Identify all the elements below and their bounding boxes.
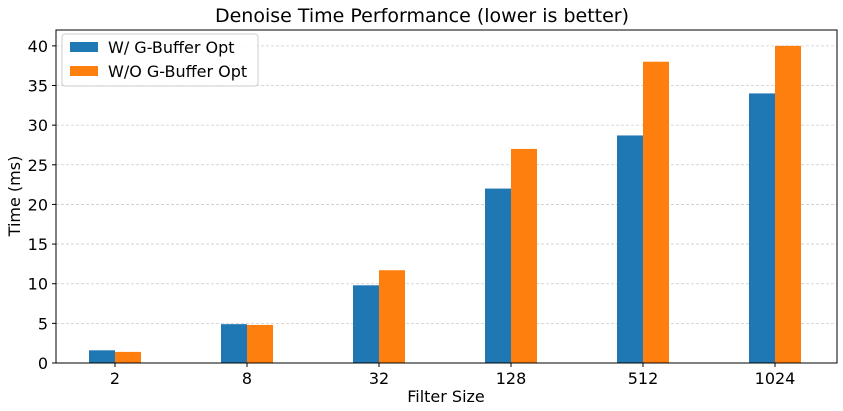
bar-wo-gbuffer-128 [511,148,537,363]
x-tick-label-8: 8 [242,369,252,388]
legend-box [61,33,259,87]
legend-label-w-gbuffer: W/ G-Buffer Opt [108,38,235,57]
x-tick-label-32: 32 [369,369,389,388]
bar-w-gbuffer-512 [617,135,643,363]
bars [89,45,801,363]
y-axis-label: Time (ms) [5,156,24,238]
bar-w-gbuffer-8 [221,324,247,363]
x-tick-label-128: 128 [496,369,527,388]
bar-w-gbuffer-128 [485,188,511,363]
y-tick-label-40: 40 [28,37,48,56]
grid-lines [56,45,837,324]
bar-w-gbuffer-32 [353,285,379,363]
y-tick-label-35: 35 [28,77,48,96]
legend-label-wo-gbuffer: W/O G-Buffer Opt [108,62,247,81]
x-axis: 2 8 32 128 512 1024 [110,363,795,388]
y-tick-label-30: 30 [28,116,48,135]
bar-wo-gbuffer-32 [379,270,405,363]
chart-title: Denoise Time Performance (lower is bette… [215,5,629,27]
bar-w-gbuffer-1024 [749,93,775,363]
bar-wo-gbuffer-512 [643,61,669,363]
x-axis-label: Filter Size [407,387,485,406]
legend: W/ G-Buffer Opt W/O G-Buffer Opt [61,33,259,87]
y-tick-label-25: 25 [28,156,48,175]
bar-w-gbuffer-2 [89,350,115,363]
y-tick-label-10: 10 [28,275,48,294]
y-axis: 0 5 10 15 20 25 30 35 40 [28,37,56,373]
y-tick-label-15: 15 [28,235,48,254]
x-tick-label-2: 2 [110,369,120,388]
bar-wo-gbuffer-1024 [775,45,801,363]
y-tick-label-0: 0 [38,354,48,373]
bar-wo-gbuffer-2 [115,351,141,363]
y-tick-label-20: 20 [28,195,48,214]
y-tick-label-5: 5 [38,314,48,333]
plot-frame [55,29,838,364]
bar-wo-gbuffer-8 [247,324,273,363]
legend-swatch-w-gbuffer [70,42,98,52]
legend-swatch-wo-gbuffer [70,66,98,76]
x-tick-label-1024: 1024 [755,369,796,388]
x-tick-label-512: 512 [628,369,659,388]
